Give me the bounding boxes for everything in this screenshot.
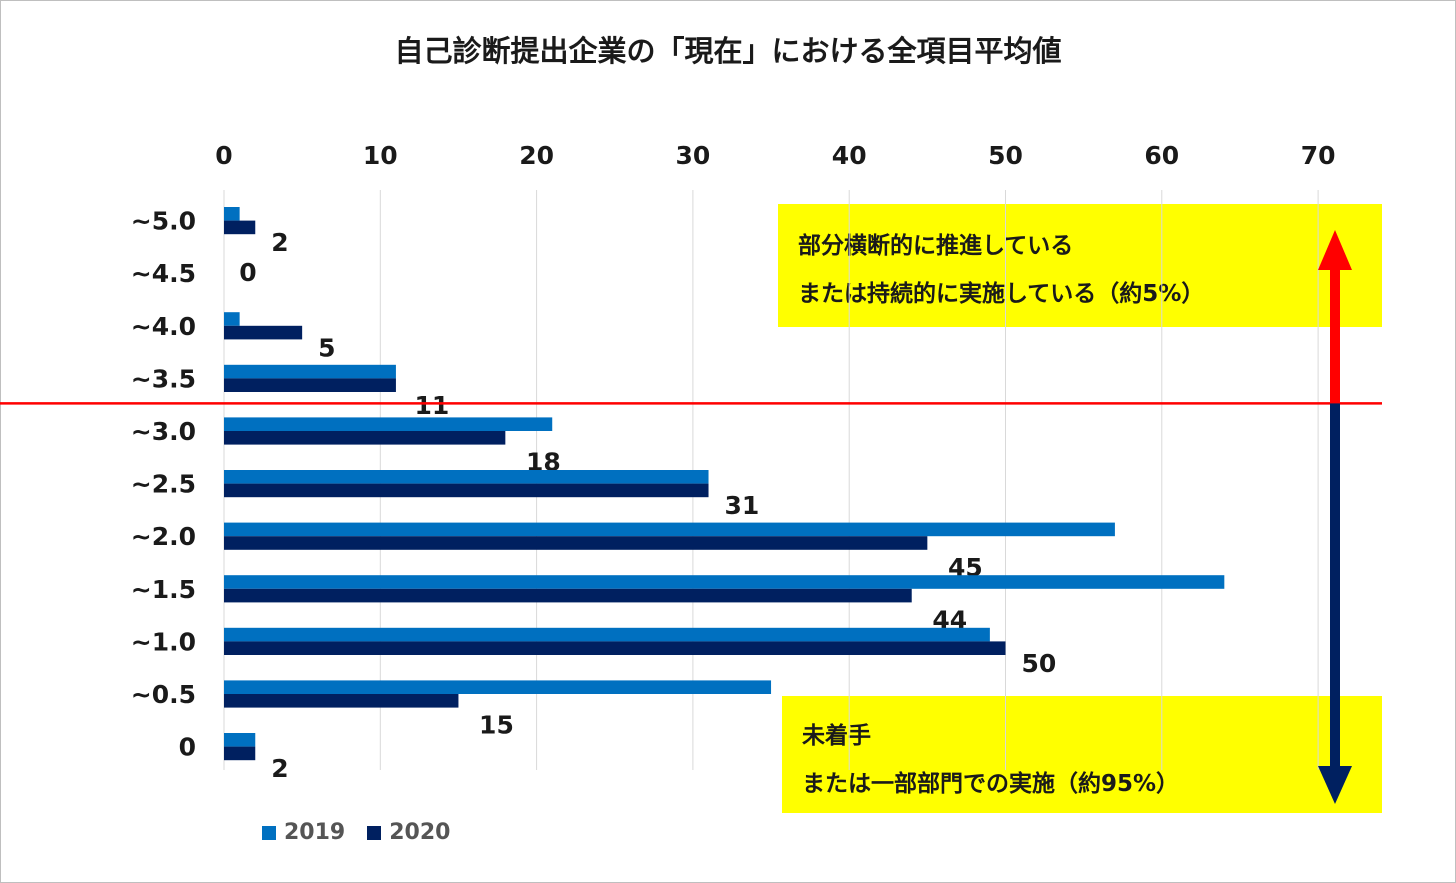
legend: 2019 2020: [262, 820, 450, 845]
bar-2019-~1.0: [224, 627, 990, 642]
bar-2020-~1.5: [224, 588, 912, 603]
bar-2019-0: [224, 733, 256, 747]
legend-item-2019: 2019: [262, 820, 345, 845]
bar-2020-~2.0: [224, 536, 928, 550]
data-label: 2: [271, 228, 288, 257]
bar-2019-~2.5: [224, 470, 709, 484]
upper-annotation-box: 部分横断的に推進している または持続的に実施している（約5%）: [778, 204, 1382, 327]
x-tick-label: 40: [832, 141, 867, 170]
arrow-down-shaft: [1330, 403, 1340, 768]
y-category-label: ~2.5: [131, 470, 196, 499]
data-label: 15: [479, 711, 514, 740]
y-category-label: ~2.0: [131, 522, 196, 551]
chart-title: 自己診断提出企業の「現在」における全項目平均値: [394, 34, 1062, 68]
legend-item-2020: 2020: [367, 820, 450, 845]
x-tick-label: 20: [519, 141, 554, 170]
bar-2019-~4.0: [224, 312, 240, 326]
legend-label-2019: 2019: [284, 820, 346, 845]
bar-2020-~3.0: [224, 431, 506, 445]
bar-2019-~5.0: [224, 207, 240, 221]
x-tick-label: 70: [1301, 141, 1336, 170]
lower-annotation-line1: 未着手: [802, 723, 871, 749]
y-category-label: 0: [179, 733, 196, 762]
arrow-down-head: [1318, 766, 1352, 804]
x-tick-label: 60: [1144, 141, 1179, 170]
bar-2019-~1.5: [224, 575, 1225, 589]
legend-swatch-2020: [367, 825, 382, 840]
bar-2019-~0.5: [224, 680, 772, 694]
data-label: 2: [271, 754, 288, 783]
lower-annotation-line2: または一部部門での実施（約95%）: [802, 771, 1180, 797]
y-category-label: ~5.0: [131, 207, 196, 236]
data-label: 31: [725, 491, 760, 520]
bar-2019-~2.0: [224, 522, 1115, 537]
legend-label-2020: 2020: [389, 820, 451, 845]
data-label: 0: [239, 258, 256, 287]
y-category-label: ~4.5: [131, 259, 196, 288]
y-category-label: ~3.0: [131, 417, 196, 446]
lower-annotation-box: 未着手 または一部部門での実施（約95%）: [782, 696, 1382, 813]
data-label: 50: [1022, 649, 1057, 678]
bar-2020-~2.5: [224, 483, 709, 498]
bar-2020-~3.5: [224, 378, 396, 392]
bar-2020-~4.0: [224, 325, 303, 340]
bar-2019-~3.0: [224, 417, 553, 431]
data-label: 5: [318, 333, 335, 362]
x-tick-label: 30: [676, 141, 711, 170]
bar-2020-~0.5: [224, 694, 459, 708]
y-category-label: ~0.5: [131, 680, 196, 709]
legend-swatch-2019: [262, 825, 276, 840]
arrow-up-head: [1318, 230, 1352, 270]
upper-annotation-line2: または持続的に実施している（約5%）: [798, 281, 1205, 307]
y-category-label: ~1.5: [131, 575, 196, 604]
bar-2020-~5.0: [224, 220, 256, 235]
y-category-label: ~1.0: [131, 627, 196, 656]
x-tick-label: 0: [215, 141, 232, 170]
bar-2019-~3.5: [224, 364, 396, 379]
x-tick-label: 10: [363, 141, 398, 170]
y-category-label: ~4.0: [131, 312, 196, 341]
bar-2020-~1.0: [224, 641, 1006, 655]
bar-2020-0: [224, 746, 256, 761]
arrow-up-shaft: [1330, 262, 1340, 404]
data-label: 11: [415, 391, 450, 420]
x-tick-label: 50: [988, 141, 1023, 170]
y-category-label: ~3.5: [131, 364, 196, 393]
upper-annotation-line1: 部分横断的に推進している: [798, 233, 1074, 259]
